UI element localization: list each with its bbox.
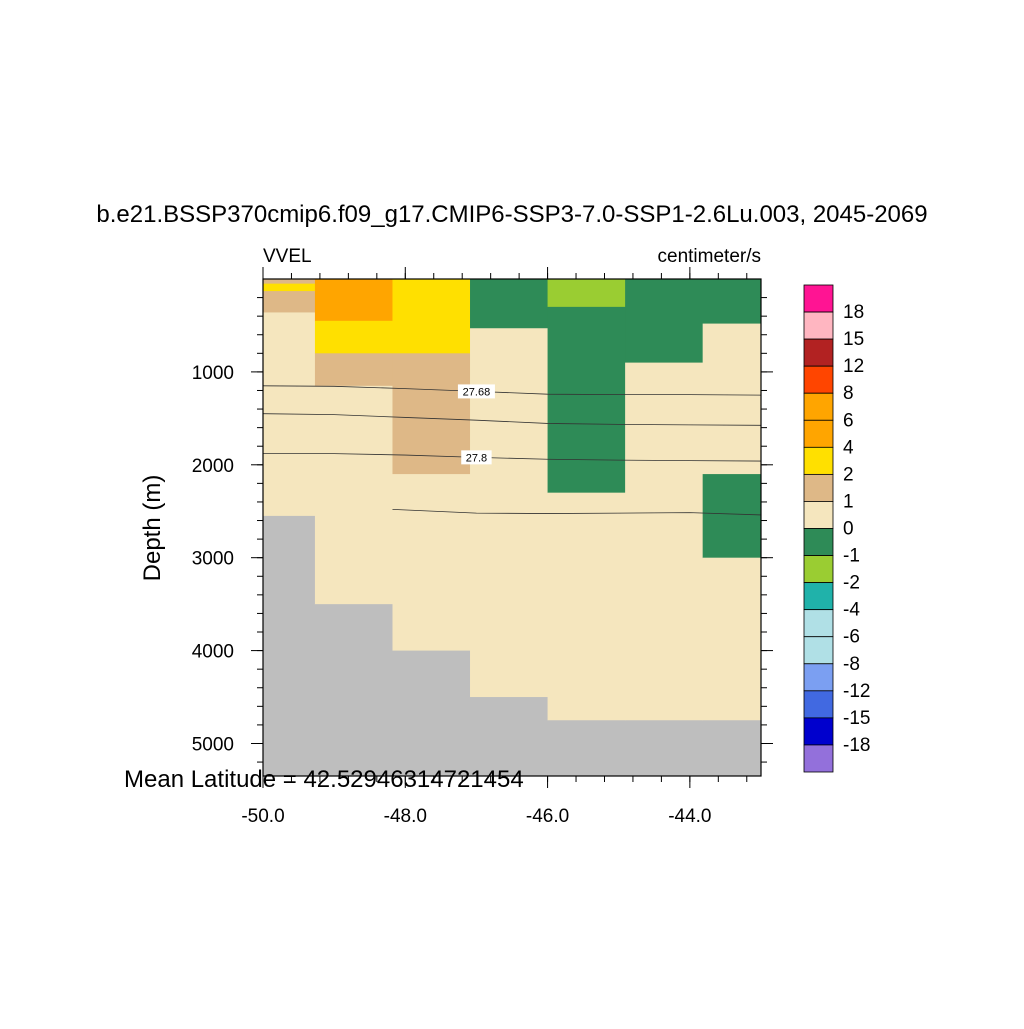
colorbar-swatch — [803, 284, 834, 313]
x-tick-label: -48.0 — [384, 806, 427, 827]
heatmap-cell — [392, 279, 471, 354]
contour-lines: 27.68 27.8 — [262, 384, 762, 516]
heatmap-cell — [702, 279, 762, 325]
heatmap-cell — [702, 557, 762, 721]
colorbar-swatch — [803, 582, 834, 611]
heatmap-cell — [392, 474, 471, 652]
y-tick-label: 3000 — [192, 549, 234, 570]
colorbar-swatch — [803, 473, 834, 502]
land-cell — [392, 650, 471, 777]
colorbar-label: 6 — [843, 410, 854, 431]
colorbar-swatch — [803, 636, 834, 665]
plot-frame — [262, 278, 762, 777]
contour-line — [263, 453, 762, 462]
contour-line — [262, 413, 762, 426]
colorbar-label: -8 — [843, 654, 860, 675]
colorbar-label: 0 — [843, 519, 854, 540]
y-tick-label: 5000 — [192, 734, 234, 755]
land-cell — [702, 720, 762, 777]
variable-label: VVEL — [263, 246, 312, 267]
colorbar-label: -6 — [843, 627, 860, 648]
colorbar-label: 1 — [843, 491, 854, 512]
colorbar-swatch — [803, 501, 834, 529]
colorbar-swatch — [803, 419, 834, 448]
heatmap-cell — [263, 291, 316, 313]
x-tick-label: -46.0 — [526, 806, 569, 827]
land-cell — [263, 515, 316, 777]
colorbar-swatch — [803, 717, 834, 746]
heatmap-cell — [263, 283, 316, 292]
heatmap-cell — [547, 306, 626, 494]
land-cell — [314, 604, 393, 777]
colorbar-swatch — [803, 609, 834, 638]
contour-line — [392, 508, 762, 516]
colorbar-label: 15 — [843, 329, 864, 350]
contour-line — [262, 385, 762, 396]
colorbar-label: -12 — [843, 681, 870, 702]
colorbar-swatch — [803, 311, 834, 340]
heatmap-cell — [547, 492, 626, 721]
x-tick-label: -50.0 — [241, 806, 284, 827]
colorbar-label: 8 — [843, 383, 854, 404]
colorbar-label: -1 — [843, 546, 860, 567]
heatmap-cells — [263, 279, 762, 777]
colorbar-label: -2 — [843, 573, 860, 594]
contour-label-box — [461, 450, 492, 465]
heatmap-cell — [702, 474, 762, 559]
colorbar-swatch — [803, 663, 834, 692]
y-tick-label: 4000 — [192, 642, 234, 663]
contour-label: 27.68 — [463, 386, 491, 398]
colorbar-swatch — [803, 690, 834, 719]
contour-label-box — [457, 384, 495, 399]
colorbar-swatch — [803, 338, 834, 367]
colorbar-label: 2 — [843, 464, 854, 485]
heatmap-cell — [470, 279, 549, 329]
contour-label: 27.8 — [466, 452, 487, 464]
heatmap-cell — [547, 279, 626, 308]
heatmap-cell — [314, 279, 393, 322]
heatmap-cell — [392, 353, 471, 475]
colorbar-swatch — [803, 446, 834, 475]
y-axis-label: Depth (m) — [139, 475, 166, 582]
heatmap-cell — [625, 279, 704, 364]
colorbar: 18 15 12 8 6 4 2 1 0 -1 -2 -4 -6 -8 -12 -15 -18 — [803, 284, 870, 773]
colorbar-swatch — [803, 555, 834, 584]
colorbar-swatch — [803, 528, 834, 556]
heatmap-cell — [314, 385, 393, 605]
footer-mean-latitude: Mean Latitude = 42.52946314721454 — [124, 766, 524, 793]
y-tick-label: 1000 — [192, 363, 234, 384]
x-tick-label: -44.0 — [668, 806, 711, 827]
colorbar-label: 12 — [843, 356, 864, 377]
axis-ticks: -50.0 -48.0 -46.0 -44.0 1000 2000 3000 4000 5000 — [192, 267, 773, 827]
heatmap-cell — [263, 279, 316, 285]
colorbar-swatch — [803, 392, 834, 421]
colorbar-label: -4 — [843, 600, 860, 621]
heatmap-cell — [702, 323, 762, 475]
heatmap-cell — [314, 320, 393, 354]
land-cell — [547, 720, 626, 777]
land-cell — [625, 720, 704, 777]
colorbar-label: -15 — [843, 708, 870, 729]
land-cell — [470, 697, 549, 777]
heatmap-cell — [625, 362, 704, 721]
colorbar-swatch — [803, 365, 834, 394]
colorbar-swatch — [803, 744, 834, 773]
colorbar-label: 4 — [843, 437, 854, 458]
heatmap-cell — [314, 353, 393, 387]
units-label: centimeter/s — [658, 246, 761, 267]
colorbar-label: -18 — [843, 735, 870, 756]
chart-title: b.e21.BSSP370cmip6.f09_g17.CMIP6-SSP3-7.… — [96, 201, 927, 228]
colorbar-label: 18 — [843, 302, 864, 323]
y-tick-label: 2000 — [192, 456, 234, 477]
